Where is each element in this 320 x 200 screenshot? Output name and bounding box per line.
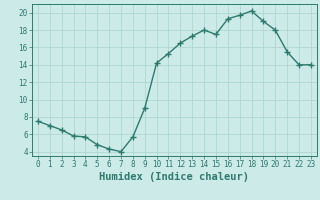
X-axis label: Humidex (Indice chaleur): Humidex (Indice chaleur) <box>100 172 249 182</box>
